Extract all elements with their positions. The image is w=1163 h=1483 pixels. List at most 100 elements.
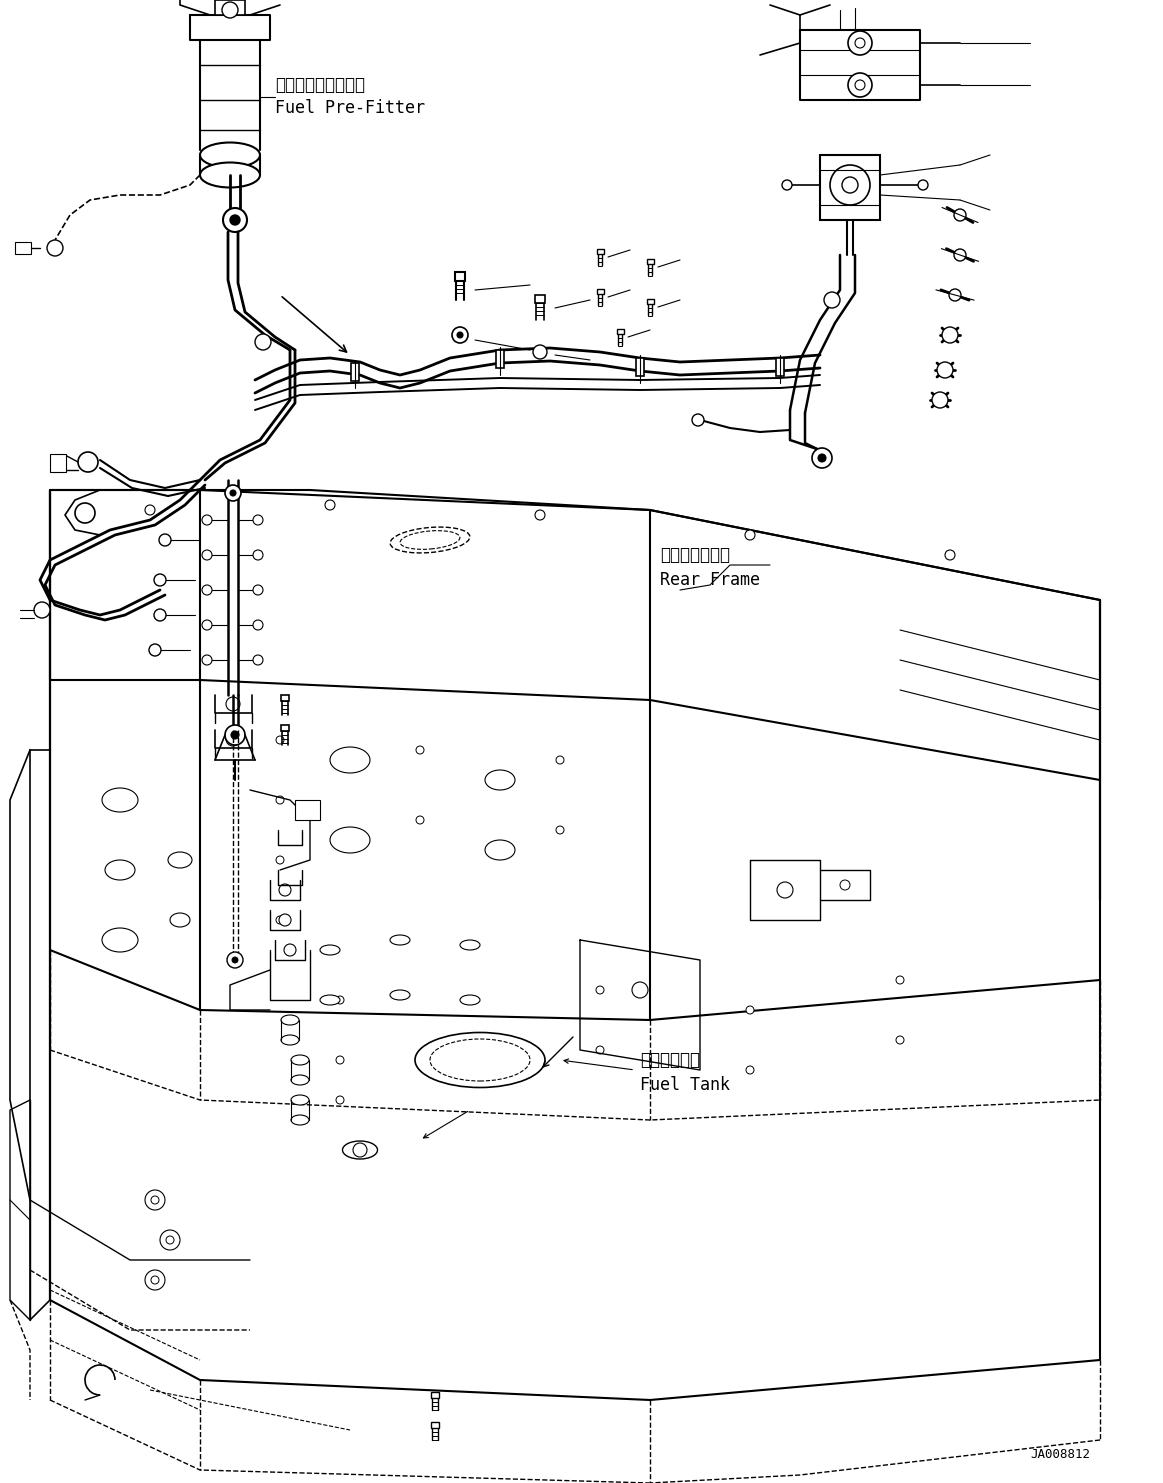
Ellipse shape (390, 991, 411, 1000)
Bar (618, 329, 625, 334)
Circle shape (226, 733, 240, 746)
Ellipse shape (320, 945, 340, 955)
Bar (535, 295, 545, 303)
Ellipse shape (291, 1094, 309, 1105)
Bar (281, 696, 288, 701)
Circle shape (276, 856, 284, 865)
Circle shape (202, 515, 212, 525)
Ellipse shape (281, 1035, 299, 1046)
Circle shape (825, 292, 840, 308)
Ellipse shape (415, 1032, 545, 1087)
Circle shape (254, 550, 263, 561)
Circle shape (276, 736, 284, 744)
Circle shape (782, 179, 792, 190)
Ellipse shape (342, 1140, 378, 1160)
Ellipse shape (461, 940, 480, 951)
Bar (281, 725, 288, 731)
Circle shape (855, 80, 865, 90)
Circle shape (942, 326, 958, 343)
Circle shape (452, 326, 468, 343)
Circle shape (336, 1096, 344, 1103)
Bar (351, 363, 359, 381)
Circle shape (336, 997, 344, 1004)
Ellipse shape (390, 526, 470, 553)
Circle shape (284, 945, 297, 957)
Ellipse shape (102, 787, 138, 813)
Circle shape (74, 503, 95, 523)
Circle shape (840, 879, 850, 890)
Circle shape (812, 448, 832, 469)
Circle shape (848, 31, 872, 55)
Circle shape (336, 1056, 344, 1063)
Text: Fuel Tank: Fuel Tank (640, 1077, 730, 1094)
Bar (636, 357, 644, 377)
Ellipse shape (102, 928, 138, 952)
Circle shape (202, 584, 212, 595)
Bar (820, 156, 880, 219)
Circle shape (692, 414, 704, 426)
Circle shape (230, 215, 240, 225)
Bar (295, 799, 320, 820)
Circle shape (949, 289, 961, 301)
Circle shape (223, 208, 247, 231)
Bar (647, 300, 654, 304)
Ellipse shape (430, 1040, 530, 1081)
Circle shape (222, 1, 238, 18)
Circle shape (151, 1275, 159, 1284)
Circle shape (224, 725, 245, 744)
Ellipse shape (291, 1115, 309, 1126)
Ellipse shape (167, 853, 192, 868)
Circle shape (151, 1195, 159, 1204)
Circle shape (202, 655, 212, 664)
Circle shape (932, 392, 948, 408)
Ellipse shape (200, 163, 261, 187)
Bar (431, 1393, 438, 1398)
Circle shape (145, 1189, 165, 1210)
Bar (647, 260, 654, 264)
Ellipse shape (281, 1014, 299, 1025)
Bar (495, 350, 504, 368)
Circle shape (457, 332, 463, 338)
Circle shape (202, 620, 212, 630)
Circle shape (231, 957, 238, 962)
Bar (597, 249, 604, 254)
Circle shape (556, 826, 564, 833)
Circle shape (937, 362, 952, 378)
Circle shape (230, 489, 236, 495)
Circle shape (160, 1229, 180, 1250)
Text: フェルプレフィルタ: フェルプレフィルタ (274, 76, 365, 93)
Circle shape (954, 249, 966, 261)
Circle shape (231, 731, 240, 739)
Circle shape (830, 165, 870, 205)
Circle shape (595, 1046, 604, 1054)
Circle shape (154, 610, 166, 621)
Circle shape (632, 982, 648, 998)
Circle shape (254, 620, 263, 630)
Circle shape (745, 529, 755, 540)
Circle shape (535, 510, 545, 521)
Circle shape (47, 240, 63, 257)
Circle shape (166, 1235, 174, 1244)
Text: Rear Frame: Rear Frame (659, 571, 759, 589)
Bar (455, 271, 465, 280)
Circle shape (34, 602, 50, 618)
Bar (431, 1422, 438, 1428)
Text: JA008812: JA008812 (1030, 1449, 1090, 1462)
Text: リヤーフレーム: リヤーフレーム (659, 546, 730, 564)
Circle shape (745, 1066, 754, 1074)
Ellipse shape (485, 770, 515, 790)
Circle shape (227, 952, 243, 968)
Circle shape (896, 976, 904, 985)
Ellipse shape (400, 531, 459, 549)
Circle shape (954, 209, 966, 221)
Circle shape (154, 574, 166, 586)
Text: Fuel Pre-Fitter: Fuel Pre-Fitter (274, 99, 424, 117)
Circle shape (842, 176, 858, 193)
Circle shape (279, 914, 291, 925)
Circle shape (777, 882, 793, 899)
Circle shape (595, 986, 604, 994)
Circle shape (224, 485, 241, 501)
Circle shape (279, 884, 291, 896)
Circle shape (202, 550, 212, 561)
Circle shape (276, 796, 284, 804)
